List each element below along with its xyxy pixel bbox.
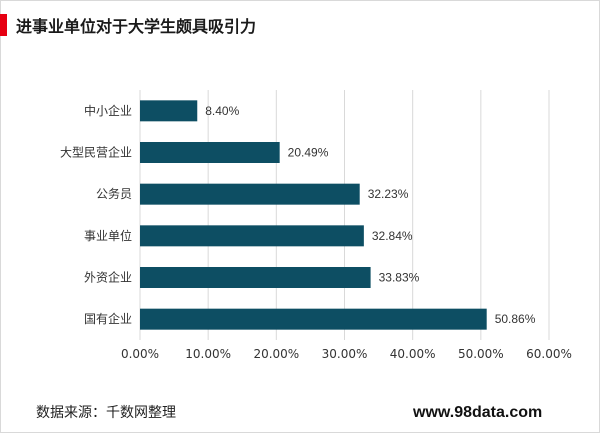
- bar: [140, 183, 360, 205]
- category-label: 事业单位: [84, 228, 132, 243]
- value-label: 32.23%: [368, 187, 409, 201]
- data-source: 数据来源：千数网整理: [36, 405, 176, 421]
- value-label: 20.49%: [288, 146, 329, 160]
- x-tick-label: 50.00%: [458, 347, 504, 361]
- category-label: 公务员: [96, 186, 132, 201]
- x-tick-label: 60.00%: [526, 347, 572, 361]
- x-tick-labels: 0.00% 10.00% 20.00% 30.00% 40.00% 50.00% 60.00…: [121, 347, 572, 361]
- x-tick-label: 0.00%: [121, 347, 159, 361]
- value-label: 50.86%: [495, 312, 536, 326]
- bar: [140, 100, 198, 122]
- category-label: 大型民营企业: [60, 145, 132, 160]
- category-label: 国有企业: [84, 311, 132, 326]
- value-label: 33.83%: [379, 271, 420, 285]
- website-link[interactable]: www.98data.com: [413, 404, 543, 421]
- bar: [140, 142, 280, 163]
- gridlines: [139, 90, 550, 340]
- bars: [140, 100, 487, 330]
- category-label: 中小企业: [84, 103, 132, 118]
- value-label: 8.40%: [205, 104, 239, 118]
- x-tick-label: 40.00%: [390, 347, 436, 361]
- bar: [140, 308, 487, 330]
- x-tick-label: 20.00%: [253, 347, 299, 361]
- bar: [140, 225, 364, 247]
- x-tick-label: 30.00%: [322, 347, 368, 361]
- category-label: 外资企业: [84, 270, 132, 285]
- value-labels: 8.40% 20.49% 32.23% 32.84% 33.83% 50.86%: [205, 104, 535, 326]
- chart-title: 进事业单位对于大学生颇具吸引力: [16, 17, 257, 36]
- title-accent-bar: [0, 14, 7, 36]
- x-tick-label: 10.00%: [185, 347, 231, 361]
- bar: [140, 267, 371, 288]
- value-label: 32.84%: [372, 229, 413, 243]
